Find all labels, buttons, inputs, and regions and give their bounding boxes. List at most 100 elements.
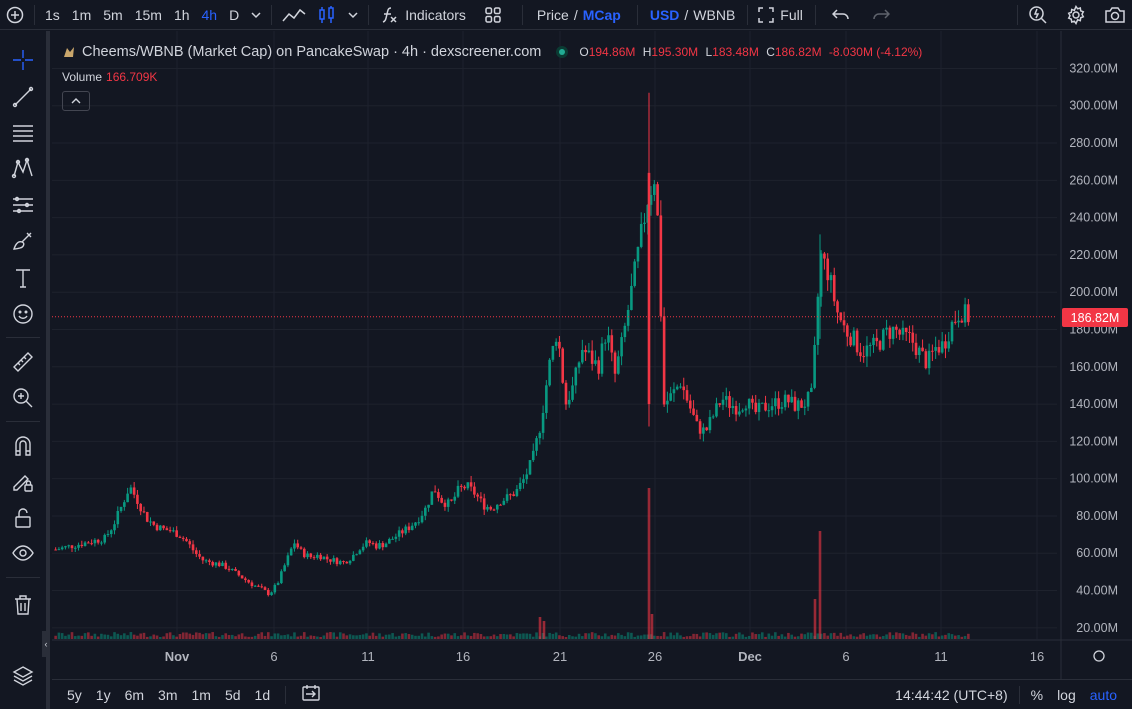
auto-scale-toggle[interactable]: auto (1089, 687, 1117, 703)
fullscreen-button[interactable]: Full (752, 0, 809, 30)
line-chart-type-button[interactable] (276, 0, 312, 30)
candle-body (607, 335, 610, 343)
screenshot-button[interactable] (1098, 0, 1132, 30)
emoji-tool[interactable] (8, 299, 38, 329)
divider (271, 4, 273, 25)
zoom-in-icon (13, 388, 33, 408)
zoom-tool[interactable] (8, 383, 38, 413)
volume-spike (542, 621, 546, 639)
volume-bar (361, 634, 365, 639)
candle-body (793, 396, 797, 411)
range-1d[interactable]: 1d (254, 686, 271, 703)
volume-bar (832, 632, 836, 639)
collapse-toolbar-handle[interactable]: ‹ (42, 631, 50, 657)
interval-1h[interactable]: 1h (173, 6, 190, 23)
interval-1m[interactable]: 1m (71, 6, 92, 23)
candle-body (587, 350, 591, 353)
volume-bar (803, 634, 807, 639)
volume-bar (620, 634, 623, 639)
magnet-tool[interactable] (8, 431, 38, 461)
timezone-clock[interactable]: 14:44:42 (UTC+8) (895, 687, 1008, 703)
pencil-lock-icon (13, 475, 33, 492)
volume-bar (420, 633, 424, 639)
candle-body (774, 398, 777, 407)
interval-4h[interactable]: 4h (201, 6, 218, 23)
projection-tool[interactable] (8, 190, 38, 220)
settings-button[interactable] (1060, 0, 1092, 30)
visibility-tool[interactable] (8, 538, 38, 568)
volume-bar (397, 635, 401, 639)
undo-button[interactable] (826, 0, 856, 30)
interval-D[interactable]: D (229, 6, 240, 23)
volume-bar (764, 636, 767, 639)
candle-body (865, 345, 869, 357)
brush-tool[interactable] (8, 226, 38, 256)
projection-icon (13, 196, 33, 214)
range-3m[interactable]: 3m (158, 686, 178, 703)
add-symbol-button[interactable] (0, 0, 30, 30)
volume-bar (237, 634, 241, 639)
price-mcap-toggle[interactable]: Price / MCap (527, 0, 627, 30)
crosshair-tool[interactable] (8, 45, 38, 75)
volume-bar (319, 636, 322, 639)
volume-bar (374, 635, 378, 639)
volume-bar (567, 634, 571, 639)
volume-bar (823, 633, 826, 639)
range-5y[interactable]: 5y (67, 686, 82, 703)
candle-body (302, 548, 306, 558)
range-1m[interactable]: 1m (191, 686, 211, 703)
candle-body (289, 548, 293, 556)
go-to-date-button[interactable] (294, 684, 328, 705)
fib-tool[interactable] (8, 118, 38, 148)
volume-bar (908, 635, 911, 639)
volume-bar (293, 632, 296, 639)
redo-button[interactable] (866, 0, 896, 30)
text-tool[interactable] (8, 263, 38, 293)
function-icon (382, 6, 397, 23)
interval-dropdown[interactable] (245, 0, 267, 30)
candle-body (836, 301, 839, 313)
delete-tool[interactable] (8, 590, 38, 620)
log-scale-toggle[interactable]: log (1057, 687, 1076, 703)
volume-bar (852, 636, 856, 639)
candle-body (427, 504, 430, 508)
volume-bar (83, 633, 87, 639)
quick-search-button[interactable] (1022, 0, 1054, 30)
trend-line-tool[interactable] (8, 82, 38, 112)
candle-body (790, 396, 794, 403)
volume-bar (698, 636, 702, 639)
candle-body (960, 320, 964, 323)
lock-drawings-tool[interactable] (8, 467, 38, 497)
percent-scale-toggle[interactable]: % (1030, 687, 1044, 703)
volume-bar (666, 636, 669, 639)
collapse-legend-button[interactable] (62, 91, 90, 111)
symbol-title[interactable]: Cheems/WBNB (Market Cap) on PancakeSwap … (82, 44, 542, 60)
interval-5m[interactable]: 5m (103, 6, 123, 23)
currency-toggle[interactable]: USD / WBNB (642, 0, 741, 30)
layouts-button[interactable] (478, 0, 508, 30)
range-6m[interactable]: 6m (124, 686, 145, 703)
lock-tool[interactable] (8, 503, 38, 533)
pattern-tool[interactable] (8, 154, 38, 184)
volume-bar (198, 632, 201, 639)
ruler-tool[interactable] (8, 347, 38, 377)
chart-type-dropdown[interactable] (342, 0, 364, 30)
interval-15m[interactable]: 15m (134, 6, 162, 23)
range-1y[interactable]: 1y (95, 686, 111, 703)
volume-bar (636, 635, 640, 639)
volume-bar (790, 634, 794, 639)
chart-area[interactable]: 320.00M 300.00M 280.00M 260.00M 240.00M 220.0… (52, 31, 1132, 679)
volume-bar (149, 636, 152, 639)
candle-body (917, 347, 921, 356)
interval-1s[interactable]: 1s (45, 6, 60, 23)
volume-bar (473, 632, 476, 639)
candle-chart-type-button[interactable] (312, 0, 342, 30)
range-5d[interactable]: 5d (224, 686, 241, 703)
volume-bar (963, 635, 967, 639)
divider (34, 4, 35, 25)
volume-bar (610, 634, 614, 639)
price-chart[interactable]: 320.00M 300.00M 280.00M 260.00M 240.00M 220.0… (52, 31, 1132, 679)
object-tree-button[interactable] (8, 661, 38, 691)
indicators-button[interactable]: Indicators (373, 0, 472, 30)
candle-body (499, 504, 502, 506)
